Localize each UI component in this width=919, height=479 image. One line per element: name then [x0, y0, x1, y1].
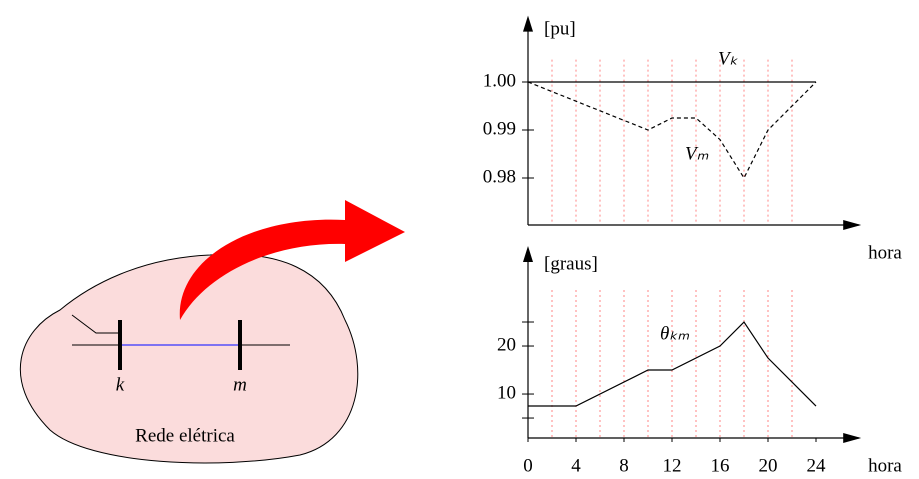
y-tick-label: 0.99	[483, 118, 516, 139]
x-tick-label: 8	[619, 455, 629, 476]
y-tick-label: 10	[497, 382, 516, 403]
figure: k m Rede elétrica [pu] hora 0.98 0.99 1.00 Vₖ…	[0, 0, 919, 479]
x-axis-arrow	[843, 433, 861, 443]
network-label: Rede elétrica	[135, 425, 235, 446]
x-tick-label: 0	[523, 455, 533, 476]
y-axis-arrow	[523, 16, 533, 32]
series-label: θₖₘ	[660, 323, 689, 344]
y-axis-label: [pu]	[544, 18, 576, 39]
bus-label: m	[233, 374, 247, 395]
y-axis-arrow	[523, 246, 533, 262]
y-tick-label: 1.00	[483, 70, 516, 91]
series-label: Vₖ	[718, 48, 739, 69]
x-tick-label: 24	[807, 455, 827, 476]
y-tick-label: 0.98	[483, 166, 516, 187]
x-tick-label: 4	[571, 455, 581, 476]
x-tick-label: 12	[663, 455, 682, 476]
y-tick-label: 20	[497, 334, 516, 355]
x-axis-arrow	[843, 220, 861, 230]
series-label: Vₘ	[685, 143, 709, 164]
x-tick-label: 20	[759, 455, 778, 476]
x-axis-label: hora	[868, 242, 902, 263]
x-tick-label: 16	[711, 455, 730, 476]
bus-label: k	[116, 374, 125, 395]
x-axis-label: hora	[868, 455, 902, 476]
y-axis-label: [graus]	[544, 253, 598, 274]
